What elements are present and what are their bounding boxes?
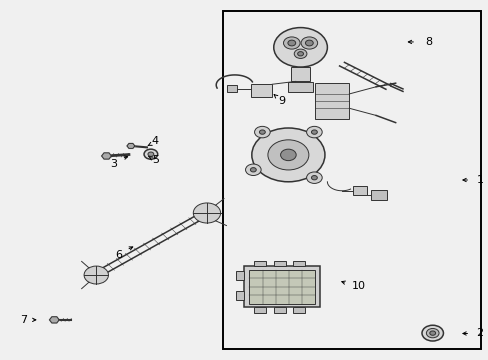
Circle shape	[148, 152, 154, 156]
Text: 3: 3	[110, 159, 117, 169]
Polygon shape	[49, 317, 59, 323]
Circle shape	[273, 28, 327, 67]
Bar	[222, 12, 480, 348]
Text: 4: 4	[152, 136, 159, 145]
Polygon shape	[102, 153, 111, 159]
Circle shape	[259, 130, 265, 134]
Circle shape	[84, 266, 108, 284]
Bar	[352, 186, 366, 195]
Bar	[273, 261, 285, 266]
Bar	[254, 261, 266, 266]
Text: 8: 8	[424, 37, 431, 47]
Text: 1: 1	[475, 175, 483, 185]
Circle shape	[311, 176, 317, 180]
Bar	[315, 83, 348, 119]
Text: 6: 6	[115, 250, 122, 260]
Bar	[293, 261, 305, 266]
Circle shape	[306, 126, 322, 138]
Circle shape	[306, 172, 322, 184]
Circle shape	[301, 37, 317, 49]
Text: 2: 2	[475, 328, 483, 338]
Circle shape	[297, 51, 303, 56]
Bar	[254, 307, 266, 313]
Circle shape	[429, 331, 435, 335]
Circle shape	[283, 37, 300, 49]
Circle shape	[287, 40, 295, 46]
Polygon shape	[127, 143, 135, 148]
Circle shape	[305, 40, 313, 46]
Bar	[244, 266, 320, 307]
Bar	[288, 82, 312, 92]
Bar	[370, 190, 386, 200]
Circle shape	[245, 164, 261, 176]
Circle shape	[294, 49, 306, 58]
Text: 7: 7	[20, 315, 27, 325]
Bar	[235, 291, 244, 300]
Circle shape	[426, 328, 438, 338]
Circle shape	[311, 130, 317, 134]
Bar	[273, 307, 285, 313]
Bar	[250, 84, 272, 97]
Text: 9: 9	[278, 96, 285, 106]
Bar	[227, 85, 237, 92]
Bar	[290, 67, 310, 81]
Bar	[235, 271, 244, 280]
Text: 5: 5	[152, 155, 159, 165]
Circle shape	[267, 140, 308, 170]
Bar	[249, 270, 315, 304]
Bar	[293, 307, 305, 313]
Circle shape	[193, 203, 220, 223]
Circle shape	[144, 149, 158, 159]
Circle shape	[280, 149, 296, 161]
Circle shape	[251, 128, 325, 182]
Circle shape	[250, 168, 256, 172]
Text: 10: 10	[351, 281, 365, 291]
Circle shape	[254, 126, 269, 138]
Circle shape	[421, 325, 443, 341]
